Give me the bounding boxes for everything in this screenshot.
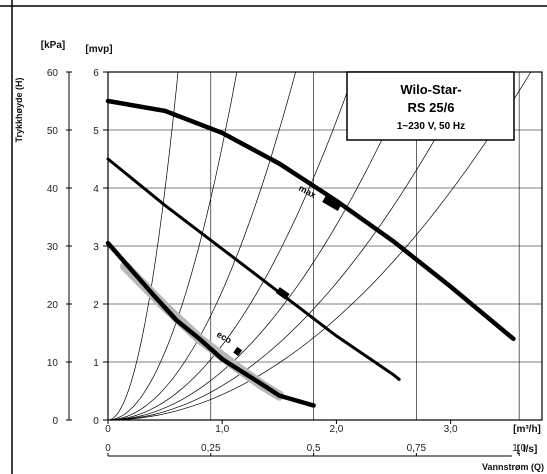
y-axis-title: Trykkhøyde (H) bbox=[14, 77, 24, 142]
pump-curve-mid-1 bbox=[106, 157, 401, 381]
system-curve bbox=[107, 71, 473, 421]
mvp-tick-label: 1 bbox=[93, 358, 99, 369]
m3h-tick-label: 0 bbox=[105, 424, 111, 435]
kpa-tick-label: 50 bbox=[47, 126, 59, 137]
title-box-line3: 1~230 V, 50 Hz bbox=[397, 121, 465, 132]
x-unit-bottom-label: [ l/s] bbox=[517, 444, 538, 455]
kpa-tick-label: 30 bbox=[47, 242, 59, 253]
eco-marker bbox=[233, 346, 243, 356]
system-curve bbox=[107, 71, 355, 421]
mvp-tick-label: 6 bbox=[93, 68, 99, 79]
max-marker bbox=[322, 195, 342, 211]
system-curve bbox=[107, 71, 414, 421]
marker-layer bbox=[233, 195, 342, 356]
kpa-tick-label: 0 bbox=[52, 416, 58, 427]
mvp-tick-label: 0 bbox=[93, 416, 99, 427]
mvp-tick-label: 2 bbox=[93, 300, 99, 311]
ls-tick-label: 1,0 bbox=[512, 443, 526, 454]
pump-curve-eco bbox=[105, 240, 316, 408]
title-box-frame bbox=[346, 71, 515, 141]
curve-layer bbox=[105, 98, 516, 408]
kpa-tick-label: 10 bbox=[47, 358, 59, 369]
mvp-tick-label: 4 bbox=[93, 184, 99, 195]
ls-tick-label: 0,75 bbox=[407, 443, 427, 454]
x-unit-top-label: [m³/h] bbox=[513, 424, 541, 435]
system-curve bbox=[107, 71, 238, 421]
ls-tick-label: 0,25 bbox=[201, 443, 221, 454]
m3h-tick-label: 1,0 bbox=[215, 424, 229, 435]
title-box-line2: RS 25/6 bbox=[408, 100, 455, 115]
kpa-unit-label: [kPa] bbox=[41, 40, 65, 51]
kpa-tick-label: 60 bbox=[47, 68, 59, 79]
mvp-tick-label: 5 bbox=[93, 126, 99, 137]
m3h-tick-label: 3,0 bbox=[444, 424, 458, 435]
ls-tick-label: 0 bbox=[105, 443, 111, 454]
ls-tick-label: 0,5 bbox=[307, 443, 321, 454]
system-curve bbox=[107, 71, 296, 421]
mid-marker bbox=[275, 287, 290, 300]
title-box: Wilo-Star- RS 25/6 1~230 V, 50 Hz bbox=[346, 71, 515, 141]
mvp-tick-label: 3 bbox=[93, 242, 99, 253]
pump-curve-max bbox=[105, 98, 516, 342]
system-curve bbox=[107, 71, 179, 421]
kpa-tick-label: 40 bbox=[47, 184, 59, 195]
m3h-tick-label: 2,0 bbox=[329, 424, 343, 435]
mvp-unit-label: [mvp] bbox=[85, 44, 112, 55]
eco-curve-label: eco bbox=[215, 329, 234, 346]
x-axis-title: Vannstrøm (Q) bbox=[482, 462, 544, 472]
title-box-line1: Wilo-Star- bbox=[400, 82, 461, 97]
kpa-tick-label: 20 bbox=[47, 300, 59, 311]
system-curve bbox=[107, 71, 532, 421]
